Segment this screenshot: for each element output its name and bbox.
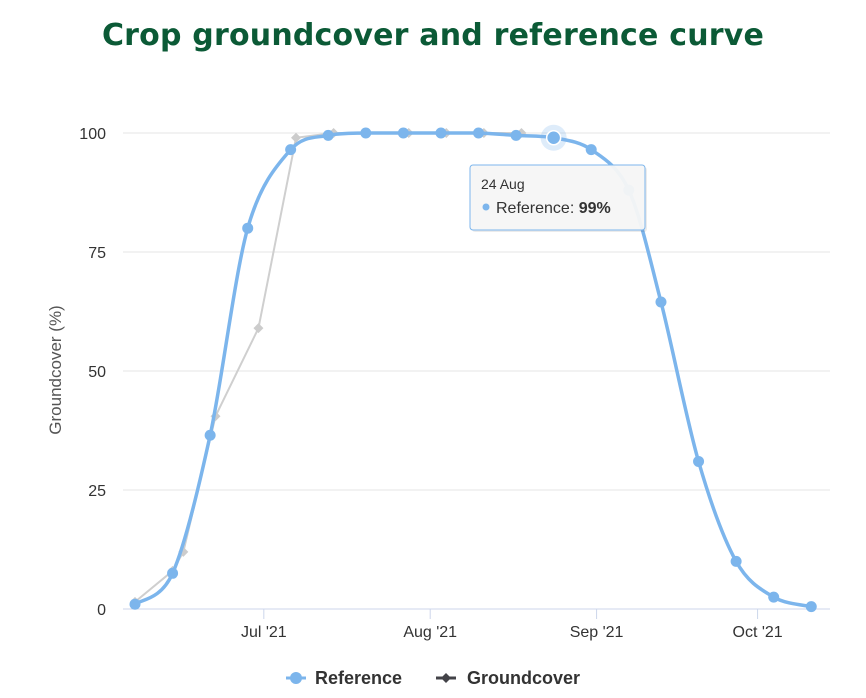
y-tick-label: 100 <box>79 126 106 143</box>
legend-reference-label: Reference <box>315 668 402 688</box>
tooltip-series-name: Reference: 99% <box>496 200 611 217</box>
reference-point <box>768 591 780 603</box>
reference-point <box>730 555 742 567</box>
chart-title: Crop groundcover and reference curve <box>101 18 765 53</box>
y-tick-label: 75 <box>88 245 106 262</box>
reference-point <box>285 144 297 156</box>
reference-point <box>204 429 216 441</box>
legend-reference-marker <box>290 672 302 684</box>
x-tick-label: Jul '21 <box>241 624 287 641</box>
y-tick-label: 0 <box>97 602 106 619</box>
reference-point <box>360 127 372 139</box>
groundcover-point <box>291 132 302 143</box>
tooltip: 24 Aug Reference: 99% <box>469 164 647 232</box>
reference-point <box>322 129 334 141</box>
groundcover-point <box>253 323 264 334</box>
reference-point <box>129 598 141 610</box>
reference-point <box>585 144 597 156</box>
x-tick-label: Sep '21 <box>570 624 624 641</box>
tooltip-date: 24 Aug <box>481 176 525 192</box>
x-tick-label: Aug '21 <box>403 624 457 641</box>
series-layer <box>129 124 817 613</box>
legend: Reference Groundcover <box>286 668 580 688</box>
groundcover-line <box>134 132 522 603</box>
tooltip-series-dot <box>482 203 490 211</box>
legend-groundcover-marker <box>441 673 451 683</box>
tooltip-value: 99% <box>579 200 611 217</box>
reference-point <box>805 601 817 613</box>
y-tick-label: 50 <box>88 364 106 381</box>
reference-point <box>693 455 705 467</box>
reference-point <box>510 129 522 141</box>
reference-point <box>473 127 484 139</box>
tooltip-box <box>469 164 646 231</box>
x-tick-label: Oct '21 <box>733 624 783 641</box>
reference-point <box>545 130 562 146</box>
reference-point <box>435 127 447 139</box>
x-axis: Jul '21 Aug '21 Sep '21 Oct '21 <box>241 609 783 641</box>
reference-point <box>167 567 179 579</box>
y-axis-ticks: 0 25 50 75 100 <box>79 126 106 619</box>
y-tick-label: 25 <box>88 483 106 500</box>
reference-point <box>655 296 667 308</box>
y-axis-label: Groundcover (%) <box>46 305 65 434</box>
reference-point <box>397 127 409 139</box>
legend-groundcover-label: Groundcover <box>467 668 580 688</box>
reference-point <box>242 222 254 234</box>
